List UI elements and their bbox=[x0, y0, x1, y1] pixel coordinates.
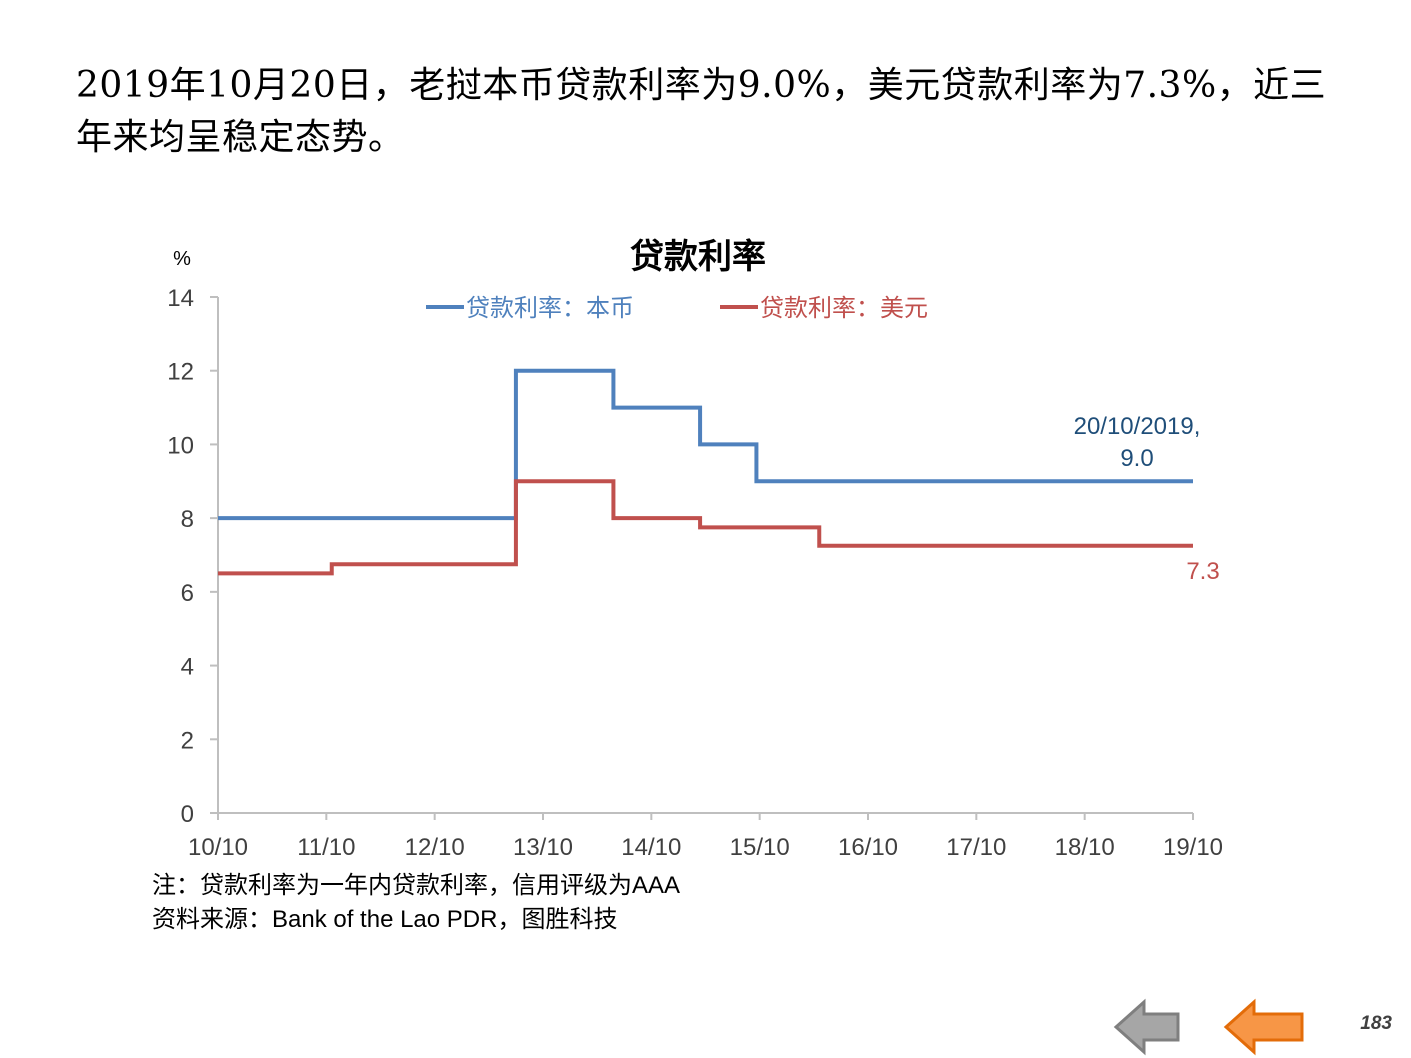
data-label-local-currency-value: 9.0 bbox=[1120, 445, 1153, 472]
chart-axes: 0 2 4 6 8 10 12 14 10/10 11/10 12/10 13/10 14/10 15/1… bbox=[167, 285, 1223, 861]
y-tick-label: 14 bbox=[167, 285, 194, 312]
legend-label: 贷款利率：美元 bbox=[760, 295, 928, 322]
chart-note: 注：贷款利率为一年内贷款利率，信用评级为AAA bbox=[152, 872, 681, 899]
left-arrow-gray-icon[interactable] bbox=[1112, 998, 1182, 1056]
x-tick-label: 19/10 bbox=[1163, 834, 1223, 861]
y-tick-label: 4 bbox=[181, 654, 194, 681]
y-tick-label: 12 bbox=[167, 359, 194, 386]
y-tick-label: 6 bbox=[181, 580, 194, 607]
data-label-usd-value: 7.3 bbox=[1186, 558, 1219, 585]
series-line-local-currency bbox=[218, 368, 1193, 521]
series-line-usd bbox=[218, 479, 1193, 576]
x-tick-label: 18/10 bbox=[1055, 834, 1115, 861]
chart-annotations: 20/10/2019, 9.0 7.3 bbox=[1074, 413, 1220, 585]
x-tick-label: 17/10 bbox=[946, 834, 1006, 861]
legend-label: 贷款利率：本币 bbox=[466, 295, 634, 322]
headline-line-2: 年来均呈稳定态势。 bbox=[76, 117, 405, 158]
x-tick-label: 10/10 bbox=[188, 834, 248, 861]
x-tick-label: 16/10 bbox=[838, 834, 898, 861]
chart-title: 贷款利率 bbox=[630, 238, 766, 276]
y-axis-unit-label: % bbox=[173, 248, 191, 270]
x-tick-label: 13/10 bbox=[513, 834, 573, 861]
y-tick-label: 8 bbox=[181, 506, 194, 533]
headline: 2019年10月20日，老挝本币贷款利率为9.0%，美元贷款利率为7.3%，近三… bbox=[76, 60, 1366, 164]
chart-legend: 贷款利率：本币 贷款利率：美元 bbox=[426, 295, 928, 322]
chart-source: 资料来源：Bank of the Lao PDR，图胜科技 bbox=[152, 906, 618, 933]
left-arrow-orange-icon[interactable] bbox=[1222, 998, 1306, 1056]
x-tick-label: 14/10 bbox=[621, 834, 681, 861]
y-tick-label: 0 bbox=[181, 801, 194, 828]
y-tick-label: 10 bbox=[167, 432, 194, 459]
x-tick-label: 11/10 bbox=[297, 834, 355, 861]
x-tick-label: 12/10 bbox=[405, 834, 465, 861]
headline-line-1: 2019年10月20日，老挝本币贷款利率为9.0%，美元贷款利率为7.3%，近三 bbox=[76, 65, 1327, 106]
data-label-local-currency-date: 20/10/2019, bbox=[1074, 413, 1201, 440]
y-tick-label: 2 bbox=[181, 727, 194, 754]
x-tick-label: 15/10 bbox=[730, 834, 790, 861]
page-number: 183 bbox=[1360, 1013, 1392, 1034]
chart-series bbox=[218, 368, 1193, 576]
